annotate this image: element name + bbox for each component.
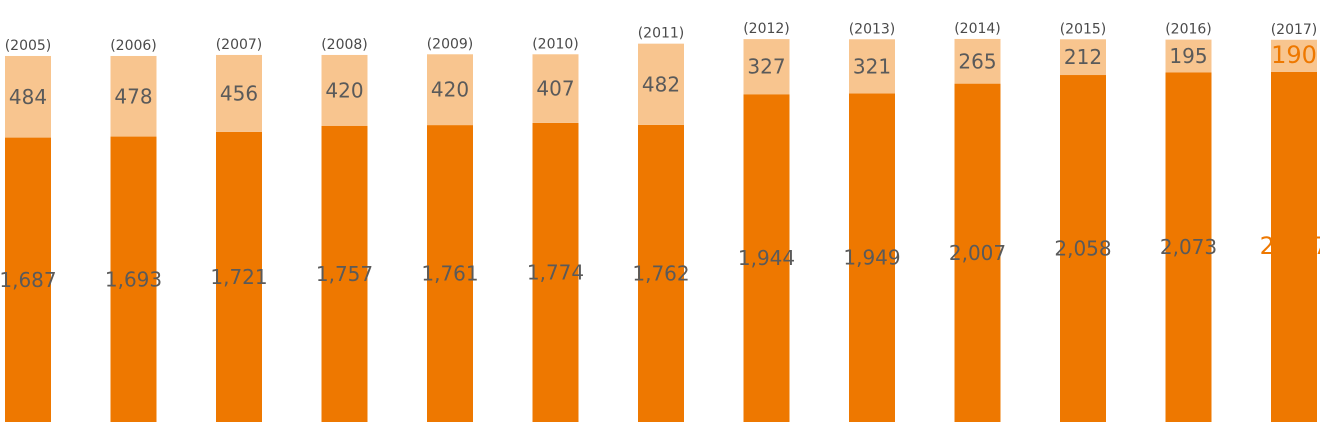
lower-value-label: 1,774 [527,260,584,284]
bar-group: (2007) 456 1,721 [210,37,268,422]
year-tick-label: (2013) [849,21,896,37]
bar-group: (2005) 484 1,687 [0,38,57,422]
lower-value-label: 2,058 [1054,237,1111,261]
upper-value-label: 212 [1064,45,1102,69]
bar-group: (2017) 190 2,077 [1260,22,1320,422]
year-tick-label: (2008) [321,37,368,53]
bar-upper [321,54,368,126]
year-tick-label: (2009) [427,36,474,52]
bar-upper [638,43,684,125]
bar-upper [427,54,473,126]
bar-lower [638,124,684,422]
bar-lower [1271,71,1317,422]
year-tick-label: (2015) [1060,21,1107,37]
bar-lower [427,125,473,422]
lower-value-label: 1,949 [843,246,900,270]
bar-group: (2012) 327 1,944 [738,21,795,422]
year-tick-label: (2017) [1271,22,1318,38]
bar-upper [954,38,1001,84]
bar-lower [849,93,895,422]
upper-value-label: 265 [958,49,996,73]
upper-value-label: 478 [114,84,152,108]
bar-lower [5,137,51,422]
upper-value-label: 456 [220,81,258,105]
lower-value-label: 1,762 [632,261,689,285]
bar-lower [1165,72,1212,422]
year-tick-label: (2011) [638,26,685,42]
lower-value-label: 1,693 [105,267,162,291]
upper-value-label: 482 [642,72,680,96]
upper-value-label: 195 [1169,44,1207,68]
year-tick-label: (2005) [5,38,52,54]
year-tick-label: (2012) [743,21,790,37]
bar-group: (2006) 478 1,693 [105,38,162,422]
bar-upper [5,55,51,138]
bar-upper [743,39,790,95]
bar-group: (2016) 195 2,073 [1160,22,1217,422]
bar-group: (2014) 265 2,007 [949,21,1006,422]
lower-value-label: 2,073 [1160,235,1217,259]
bar-upper [216,54,262,132]
lower-value-label: 1,687 [0,268,57,292]
upper-value-label: 420 [431,78,469,102]
upper-value-label: 321 [853,54,891,78]
bar-group: (2009) 420 1,761 [421,36,479,422]
bar-group: (2013) 321 1,949 [843,21,901,422]
bar-group: (2011) 482 1,762 [632,26,690,422]
bar-upper [849,39,895,94]
lower-value-label: 1,761 [421,262,478,286]
lower-value-label: 1,757 [316,262,373,286]
bar-lower [110,136,157,422]
bar-lower [321,125,368,422]
upper-value-label: 190 [1271,41,1317,69]
bar-group: (2010) 407 1,774 [527,36,584,422]
bar-group: (2015) 212 2,058 [1054,21,1112,422]
upper-value-label: 407 [536,77,574,101]
lower-value-label: 2,077 [1260,232,1320,260]
upper-value-label: 484 [9,85,47,109]
year-tick-label: (2006) [110,38,157,54]
year-tick-label: (2016) [1165,22,1212,38]
year-tick-label: (2014) [954,21,1001,37]
lower-value-label: 1,944 [738,246,795,270]
bar-upper [1165,39,1212,73]
lower-value-label: 2,007 [949,241,1006,265]
lower-value-label: 1,721 [210,265,267,289]
bar-lower [1060,75,1106,422]
year-tick-label: (2007) [216,37,263,53]
bar-upper [1060,39,1106,76]
bar-upper [1271,39,1317,72]
bar-lower [532,122,579,422]
bar-lower [743,94,790,422]
bar-group: (2008) 420 1,757 [316,37,373,422]
upper-value-label: 420 [325,78,363,102]
year-tick-label: (2010) [532,36,579,52]
bar-upper [532,54,579,123]
bar-lower [216,131,262,422]
upper-value-label: 327 [747,55,785,79]
bar-upper [110,55,157,137]
bar-lower [954,83,1001,422]
